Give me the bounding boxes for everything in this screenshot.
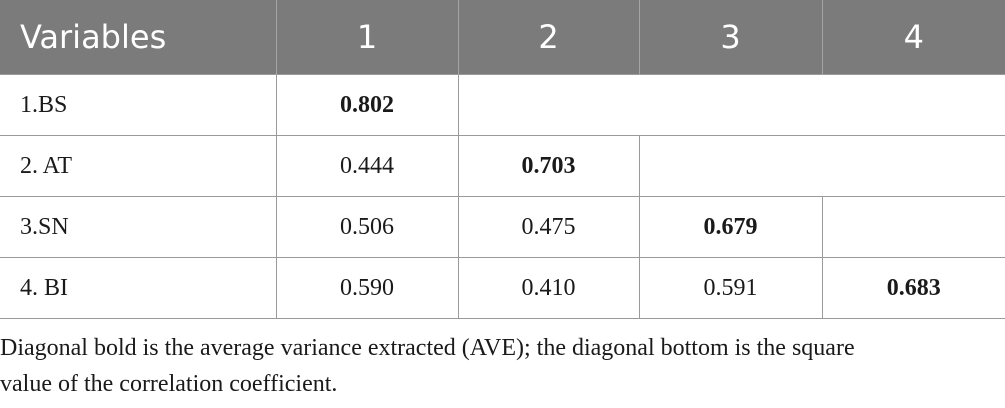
table-row: 1.BS 0.802	[0, 74, 1005, 136]
cell-at-4	[822, 135, 1005, 197]
row-label-bs: 1.BS	[0, 74, 277, 136]
cell-bs-1: 0.802	[275, 74, 459, 136]
table-row: 4. BI 0.590 0.410 0.591 0.683	[0, 257, 1005, 319]
cell-at-1: 0.444	[275, 135, 459, 197]
header-col-4: 4	[821, 0, 1005, 75]
cell-sn-3: 0.679	[638, 196, 823, 258]
footnote-line-2: value of the correlation coefficient.	[0, 371, 338, 397]
table-body: 1.BS 0.802 2. AT 0.444 0.703 3.SN 0.506 …	[0, 74, 1005, 319]
cell-at-2: 0.703	[457, 135, 640, 197]
header-col-1: 1	[275, 0, 458, 75]
table-header: Variables 1 2 3 4	[0, 0, 1005, 75]
cell-bi-3: 0.591	[638, 257, 823, 319]
cell-sn-1: 0.506	[275, 196, 459, 258]
cell-bs-2	[458, 74, 639, 136]
cell-bs-3	[639, 74, 822, 136]
cell-bi-2: 0.410	[457, 257, 640, 319]
footnote-line-1: Diagonal bold is the average variance ex…	[0, 335, 855, 361]
table-row: 3.SN 0.506 0.475 0.679	[0, 196, 1005, 258]
row-label-sn: 3.SN	[0, 196, 277, 258]
header-variables: Variables	[0, 0, 276, 75]
cell-sn-2: 0.475	[457, 196, 640, 258]
cell-bs-4	[822, 74, 1005, 136]
header-col-3: 3	[638, 0, 822, 75]
cell-bi-1: 0.590	[275, 257, 459, 319]
table-row: 2. AT 0.444 0.703	[0, 135, 1005, 197]
cell-bi-4: 0.683	[821, 257, 1005, 319]
cell-sn-4	[821, 196, 1005, 258]
table-footnote: Diagonal bold is the average variance ex…	[0, 330, 1005, 402]
header-col-2: 2	[457, 0, 639, 75]
cell-at-3	[639, 135, 822, 197]
row-label-bi: 4. BI	[0, 257, 277, 319]
row-label-at: 2. AT	[0, 135, 277, 197]
correlation-table: Variables 1 2 3 4 1.BS 0.802 2. AT 0.444…	[0, 0, 1005, 319]
header-row: Variables 1 2 3 4	[0, 0, 1005, 75]
